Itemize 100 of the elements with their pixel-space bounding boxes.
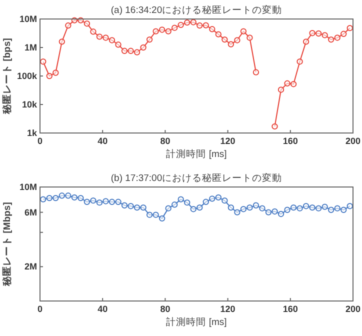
point [272, 208, 278, 215]
y-tick-label: 6M [24, 207, 37, 218]
point [240, 206, 247, 212]
point [309, 30, 316, 36]
point [171, 24, 178, 31]
point [302, 202, 310, 210]
point [272, 123, 278, 130]
point [190, 19, 196, 26]
point [346, 202, 353, 210]
point [134, 49, 140, 56]
point [108, 37, 116, 44]
point [115, 42, 122, 48]
point [196, 204, 203, 211]
point [196, 22, 203, 29]
x-tick-label: 200 [345, 304, 361, 314]
point [158, 215, 166, 222]
point [184, 19, 190, 26]
point [178, 22, 184, 28]
point [315, 205, 322, 212]
point [96, 34, 103, 40]
point [128, 202, 134, 210]
point [340, 30, 347, 37]
point [296, 58, 303, 65]
point [215, 194, 222, 201]
x-tick-label: 40 [98, 136, 108, 146]
x-tick-label: 40 [98, 304, 108, 314]
point [215, 31, 222, 38]
point [46, 194, 52, 202]
chart-title: (b) 17:37:00における秘匿レートの変動 [110, 172, 282, 184]
point [40, 58, 46, 65]
point [84, 20, 90, 27]
x-tick-label: 0 [37, 304, 43, 314]
point [140, 44, 146, 51]
point [309, 204, 316, 211]
point [322, 204, 328, 210]
point [52, 194, 59, 202]
point [334, 34, 340, 41]
point [252, 69, 260, 76]
point [90, 197, 96, 204]
x-tick-label: 120 [220, 136, 236, 146]
point [202, 22, 209, 28]
point [178, 196, 184, 202]
point [165, 205, 172, 212]
point [240, 28, 247, 34]
y-tick-label: 10M [19, 182, 37, 192]
point [322, 32, 328, 38]
point [290, 204, 297, 211]
point [328, 206, 334, 213]
y-tick-label: 10M [19, 14, 37, 24]
point [165, 28, 172, 34]
point [158, 26, 166, 33]
point [222, 36, 228, 43]
point [184, 199, 190, 206]
point [209, 196, 216, 202]
point [259, 205, 266, 212]
y-axis-title: 秘匿レート [Mbps] [1, 202, 13, 287]
y-tick-label: 1k [26, 128, 38, 138]
y-tick-label: 2M [24, 262, 37, 272]
point [121, 202, 128, 208]
point [102, 34, 109, 41]
point [278, 86, 284, 93]
x-axis-title: 計測時間 [ms] [166, 148, 227, 160]
y-tick-label: 10k [22, 100, 38, 110]
point [128, 48, 134, 54]
point [90, 28, 96, 35]
point [58, 38, 66, 45]
point [134, 204, 140, 211]
point [296, 205, 303, 212]
point [146, 36, 153, 43]
point [340, 206, 347, 213]
point [284, 206, 290, 213]
y-axis-title: 秘匿レート [bps] [1, 38, 13, 115]
point [234, 209, 240, 216]
x-tick-label: 160 [282, 304, 298, 314]
y-tick-label: 100k [16, 71, 38, 81]
point [228, 41, 234, 48]
point [252, 202, 260, 208]
point [146, 212, 153, 218]
point [290, 80, 297, 88]
point [190, 206, 196, 212]
point [40, 196, 46, 202]
point [265, 209, 272, 216]
x-tick-label: 200 [345, 136, 361, 146]
chart-title: (a) 16:34:20における秘匿レートの変動 [110, 4, 282, 16]
point [46, 72, 52, 80]
point [278, 210, 284, 218]
point [58, 192, 66, 199]
point [209, 26, 216, 32]
point [102, 198, 109, 204]
point [246, 34, 253, 41]
point [246, 204, 253, 211]
point [152, 212, 159, 218]
point [96, 199, 103, 206]
x-tick-label: 160 [282, 136, 298, 146]
x-tick-label: 120 [220, 304, 236, 314]
point [65, 192, 72, 199]
y-tick-label: 1M [24, 42, 37, 52]
point [65, 22, 72, 29]
point [284, 80, 290, 86]
point [84, 198, 90, 206]
